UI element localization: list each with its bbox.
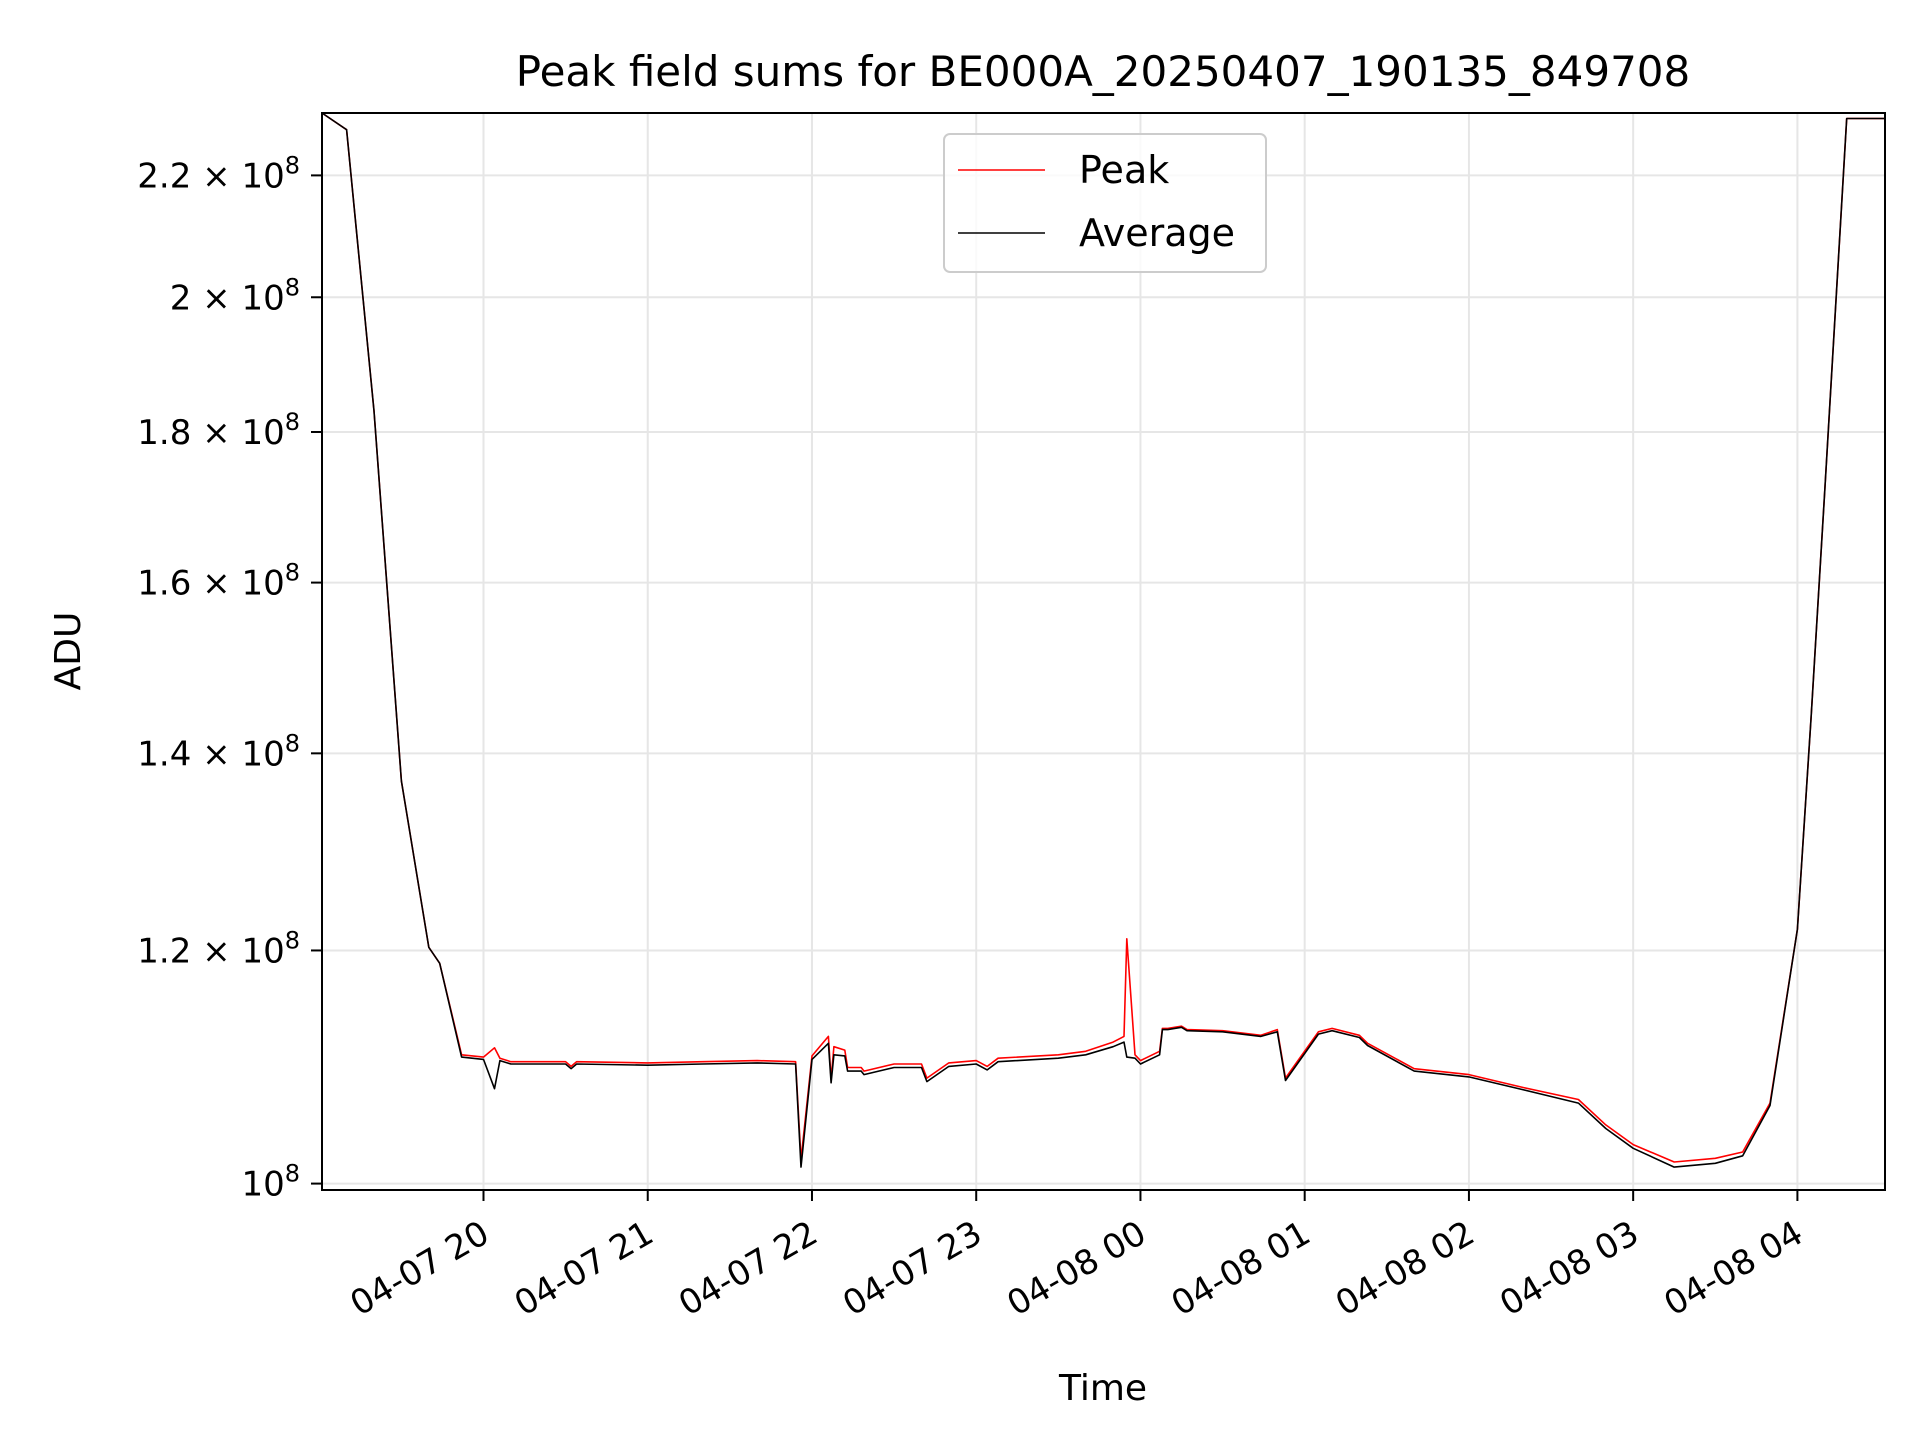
y-tick-label: 1.8 × 108 xyxy=(137,408,300,453)
plot-frame xyxy=(321,112,1886,1191)
y-tick-label: 2.2 × 108 xyxy=(137,151,300,196)
series-line-peak xyxy=(321,112,1885,1163)
chart-title: Peak field sums for BE000A_20250407_1901… xyxy=(516,47,1690,96)
y-tick-label: 2 × 108 xyxy=(170,273,300,318)
y-axis-label: ADU xyxy=(48,612,89,691)
y-axis: 108 1.2 × 108 1.4 × 108 1.6 × 108 1.8 × 108 2… xyxy=(137,151,322,1205)
grid-lines xyxy=(322,113,1885,1190)
x-axis-label: Time xyxy=(1058,1368,1147,1409)
y-tick-label: 108 xyxy=(241,1160,300,1205)
legend-label-peak: Peak xyxy=(1079,148,1169,192)
series-line-average xyxy=(321,112,1885,1168)
series-layer xyxy=(321,112,1885,1168)
legend: Peak Average xyxy=(943,133,1267,273)
legend-label-average: Average xyxy=(1079,211,1235,255)
legend-box xyxy=(943,133,1267,273)
y-tick-label: 1.6 × 108 xyxy=(137,559,300,604)
y-tick-label: 1.4 × 108 xyxy=(137,729,300,774)
y-tick-label: 1.2 × 108 xyxy=(137,926,300,971)
